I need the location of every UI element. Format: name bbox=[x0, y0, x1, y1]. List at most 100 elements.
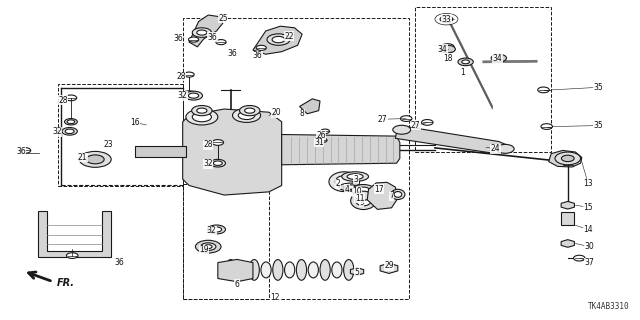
Ellipse shape bbox=[225, 260, 236, 280]
Text: FR.: FR. bbox=[57, 278, 75, 288]
Ellipse shape bbox=[344, 260, 354, 280]
Circle shape bbox=[191, 106, 212, 116]
Text: 28: 28 bbox=[176, 72, 186, 81]
Text: 4: 4 bbox=[344, 185, 349, 194]
Polygon shape bbox=[182, 109, 282, 195]
Circle shape bbox=[496, 144, 514, 153]
Circle shape bbox=[422, 120, 433, 125]
Circle shape bbox=[267, 34, 290, 45]
Circle shape bbox=[181, 91, 196, 99]
Circle shape bbox=[67, 253, 78, 259]
Circle shape bbox=[65, 129, 74, 133]
Circle shape bbox=[184, 72, 194, 77]
Bar bbox=[561, 212, 574, 225]
Polygon shape bbox=[218, 260, 253, 282]
Circle shape bbox=[210, 159, 225, 167]
Ellipse shape bbox=[356, 196, 371, 206]
Circle shape bbox=[232, 108, 260, 123]
Circle shape bbox=[440, 45, 456, 53]
Circle shape bbox=[195, 240, 221, 253]
Circle shape bbox=[188, 37, 198, 42]
Text: 32: 32 bbox=[207, 226, 216, 235]
Circle shape bbox=[239, 106, 260, 116]
Ellipse shape bbox=[273, 260, 283, 280]
Text: 11: 11 bbox=[355, 194, 364, 203]
Circle shape bbox=[352, 185, 375, 196]
Text: 31: 31 bbox=[314, 138, 324, 147]
Polygon shape bbox=[38, 211, 111, 257]
Text: 14: 14 bbox=[584, 225, 593, 234]
Circle shape bbox=[458, 58, 473, 66]
Circle shape bbox=[192, 112, 211, 122]
Polygon shape bbox=[189, 15, 223, 47]
Text: 27: 27 bbox=[411, 121, 420, 130]
Polygon shape bbox=[253, 26, 302, 54]
Bar bbox=[58, 84, 182, 186]
Circle shape bbox=[207, 225, 225, 234]
Circle shape bbox=[491, 54, 506, 62]
Text: 28: 28 bbox=[204, 140, 213, 149]
Circle shape bbox=[244, 108, 255, 113]
Polygon shape bbox=[282, 134, 400, 165]
Circle shape bbox=[204, 245, 212, 249]
Text: 32: 32 bbox=[178, 91, 188, 100]
Text: 1: 1 bbox=[461, 68, 465, 77]
Text: 7: 7 bbox=[389, 191, 394, 200]
Circle shape bbox=[62, 127, 77, 135]
Circle shape bbox=[67, 120, 75, 124]
Circle shape bbox=[65, 119, 77, 125]
Circle shape bbox=[188, 93, 198, 98]
Text: 29: 29 bbox=[384, 261, 394, 270]
Text: 34: 34 bbox=[438, 44, 447, 54]
Ellipse shape bbox=[296, 260, 307, 280]
Ellipse shape bbox=[342, 172, 369, 181]
Ellipse shape bbox=[249, 260, 259, 280]
Text: 12: 12 bbox=[271, 293, 280, 302]
Ellipse shape bbox=[285, 262, 295, 278]
Ellipse shape bbox=[308, 262, 319, 278]
Circle shape bbox=[65, 95, 77, 101]
Text: 24: 24 bbox=[491, 144, 500, 153]
Circle shape bbox=[19, 148, 31, 153]
Text: 30: 30 bbox=[584, 242, 595, 251]
Text: 36: 36 bbox=[253, 51, 262, 60]
Circle shape bbox=[393, 125, 411, 134]
Text: 13: 13 bbox=[584, 180, 593, 188]
Circle shape bbox=[212, 140, 223, 145]
Text: 32: 32 bbox=[52, 127, 61, 136]
Bar bbox=[415, 7, 550, 152]
Circle shape bbox=[541, 124, 552, 129]
Circle shape bbox=[256, 45, 266, 50]
Circle shape bbox=[192, 28, 211, 37]
Text: 36: 36 bbox=[16, 147, 26, 156]
Circle shape bbox=[200, 243, 216, 251]
Text: 9: 9 bbox=[359, 197, 364, 206]
Ellipse shape bbox=[347, 174, 363, 180]
Text: 6: 6 bbox=[234, 280, 239, 289]
Circle shape bbox=[196, 30, 207, 35]
Circle shape bbox=[318, 138, 327, 142]
Circle shape bbox=[440, 16, 453, 22]
Ellipse shape bbox=[320, 260, 330, 280]
Text: 17: 17 bbox=[374, 185, 383, 194]
Circle shape bbox=[272, 36, 285, 43]
Polygon shape bbox=[561, 240, 575, 247]
Ellipse shape bbox=[329, 172, 360, 192]
Text: 8: 8 bbox=[300, 109, 305, 118]
Circle shape bbox=[184, 91, 202, 100]
Circle shape bbox=[442, 44, 454, 50]
Bar bbox=[182, 184, 269, 299]
Text: 3: 3 bbox=[353, 175, 358, 184]
Text: 21: 21 bbox=[77, 153, 87, 162]
Circle shape bbox=[357, 187, 370, 194]
Circle shape bbox=[79, 151, 111, 167]
Text: 33: 33 bbox=[442, 15, 451, 24]
Text: 15: 15 bbox=[584, 203, 593, 212]
Text: 2: 2 bbox=[335, 180, 340, 188]
Text: 19: 19 bbox=[199, 245, 209, 254]
Ellipse shape bbox=[339, 183, 362, 191]
Text: 36: 36 bbox=[173, 34, 183, 43]
Polygon shape bbox=[380, 263, 398, 273]
Text: 10: 10 bbox=[352, 188, 362, 196]
Circle shape bbox=[216, 40, 226, 45]
